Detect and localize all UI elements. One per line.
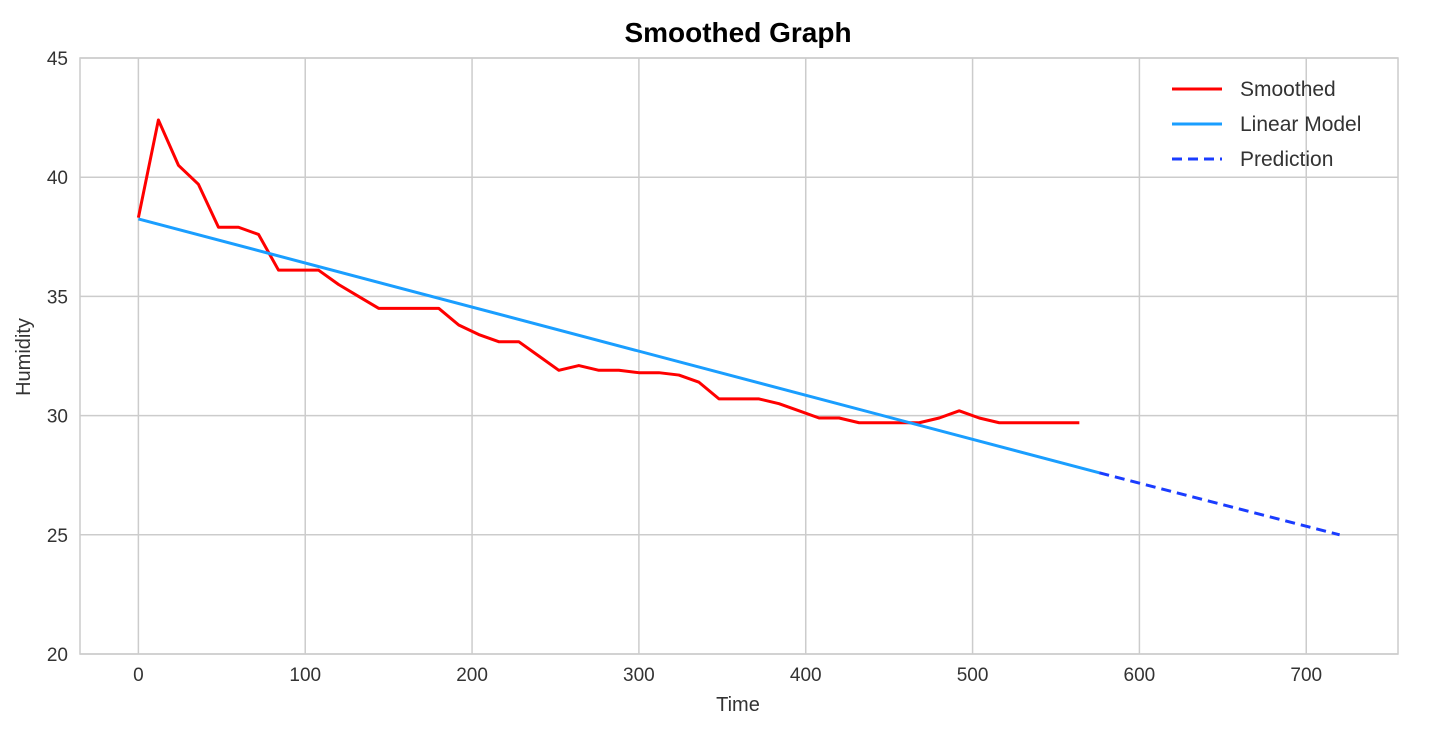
y-tick-label: 40: [47, 168, 68, 189]
series-line-smoothed: [136, 118, 1080, 425]
series-line-prediction: [1098, 471, 1340, 537]
y-tick-label: 25: [47, 526, 68, 547]
y-tick-label: 20: [47, 645, 68, 666]
x-axis-label: Time: [716, 694, 760, 716]
y-axis-label: Humidity: [13, 318, 35, 396]
x-tick-label: 600: [1124, 665, 1156, 686]
x-tick-label: 700: [1290, 665, 1322, 686]
legend-label-smoothed: Smoothed: [1240, 78, 1336, 101]
plot-frame: [79, 57, 1399, 655]
x-tick-label: 100: [289, 665, 321, 686]
x-tick-label: 300: [623, 665, 655, 686]
tick-labels: 0 100 200 300 400 500 600 700 20 25 30 35 40 45: [47, 49, 1322, 686]
y-tick-label: 35: [47, 287, 68, 308]
y-tick-label: 30: [47, 407, 68, 428]
x-tick-label: 0: [133, 665, 144, 686]
series-layer: [136, 118, 1340, 537]
x-tick-label: 500: [957, 665, 989, 686]
y-tick-label: 45: [47, 49, 68, 70]
x-tick-label: 400: [790, 665, 822, 686]
legend: Smoothed Linear Model Prediction: [1172, 78, 1361, 171]
chart-title: Smoothed Graph: [624, 17, 851, 48]
series-line-linear-model: [138, 217, 1100, 475]
x-tick-label: 200: [456, 665, 488, 686]
legend-label-linear-model: Linear Model: [1240, 113, 1361, 136]
legend-label-prediction: Prediction: [1240, 148, 1333, 171]
grid: [80, 57, 1398, 655]
